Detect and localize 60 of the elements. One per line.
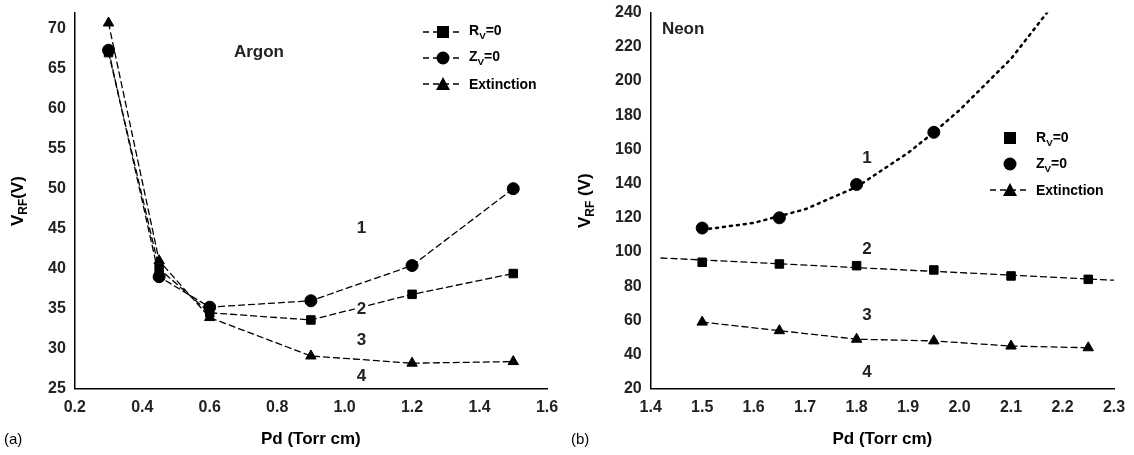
x-tick-label: 1.6	[742, 397, 765, 415]
annotation: 1	[862, 147, 872, 167]
y-tick-label: 45	[48, 219, 66, 237]
x-tick-label: 1.2	[400, 397, 424, 415]
x-tick-label: 2.1	[999, 397, 1023, 415]
annotation: Argon	[233, 42, 284, 62]
x-tick-label: 2.0	[948, 397, 971, 415]
x-tick-label: 1.5	[691, 397, 714, 415]
x-tick-label: 1.6	[535, 397, 559, 415]
y-tick-label: 35	[48, 299, 66, 317]
y-tick-label: 120	[614, 208, 642, 226]
text: (a)	[4, 430, 23, 447]
x-tick-label: 2.3	[1102, 397, 1126, 415]
annotation: 2	[356, 299, 367, 319]
annotation: Neon	[661, 19, 705, 39]
x-tick-label: 2.2	[1051, 397, 1074, 415]
y-tick-label: 220	[614, 37, 642, 55]
x-tick-label: 0.4	[131, 397, 154, 415]
y-tick-label: 60	[623, 310, 642, 328]
x-axis-title: Pd (Torr cm)	[260, 429, 362, 449]
annotation: 1	[356, 218, 367, 238]
x-tick-label: 1.0	[333, 397, 356, 415]
x-tick-label: 1.9	[896, 397, 920, 415]
legend-label: Extinction	[1036, 182, 1104, 199]
x-tick-label: 1.4	[468, 397, 491, 415]
x-tick-label: 0.6	[198, 397, 221, 415]
y-tick-label: 240	[614, 3, 642, 21]
legend-label: Z$_{V}$=0	[469, 48, 501, 67]
x-tick-label: 0.8	[266, 397, 289, 415]
y-tick-label: 50	[48, 179, 66, 197]
annotation: 3	[356, 330, 367, 350]
y-tick-label: 80	[623, 276, 642, 294]
annotation: 3	[862, 305, 872, 325]
legend-label: R$_{V}$=0	[469, 22, 502, 41]
annotation: 4	[356, 366, 367, 386]
y-tick-label: 180	[614, 105, 642, 123]
y-tick-label: 40	[623, 345, 642, 363]
y-tick-label: 55	[48, 139, 66, 157]
y-tick-label: 160	[614, 139, 642, 157]
y-tick-label: 40	[48, 259, 66, 277]
x-tick-label: 1.7	[794, 397, 817, 415]
text: (b)	[571, 430, 590, 447]
x-tick-label: 1.8	[845, 397, 868, 415]
y-tick-label: 30	[48, 339, 66, 357]
y-tick-label: 100	[614, 242, 642, 260]
x-axis-title: Pd (Torr cm)	[831, 429, 934, 449]
y-tick-label: 140	[614, 174, 642, 192]
legend-label: R$_{V}$=0	[1036, 129, 1069, 148]
legend-label: Extinction	[469, 75, 537, 92]
y-tick-label: 65	[48, 59, 66, 77]
annotation: 2	[862, 239, 872, 259]
y-tick-label: 20	[623, 379, 642, 397]
y-tick-label: 70	[48, 19, 66, 37]
legend-label: Z$_{V}$=0	[1036, 155, 1068, 174]
x-tick-label: 0.2	[63, 397, 87, 415]
y-tick-label: 25	[48, 379, 66, 397]
y-tick-label: 200	[614, 71, 642, 89]
annotation: 4	[862, 361, 873, 381]
y-tick-label: 60	[48, 99, 66, 117]
x-tick-label: 1.4	[639, 397, 662, 415]
